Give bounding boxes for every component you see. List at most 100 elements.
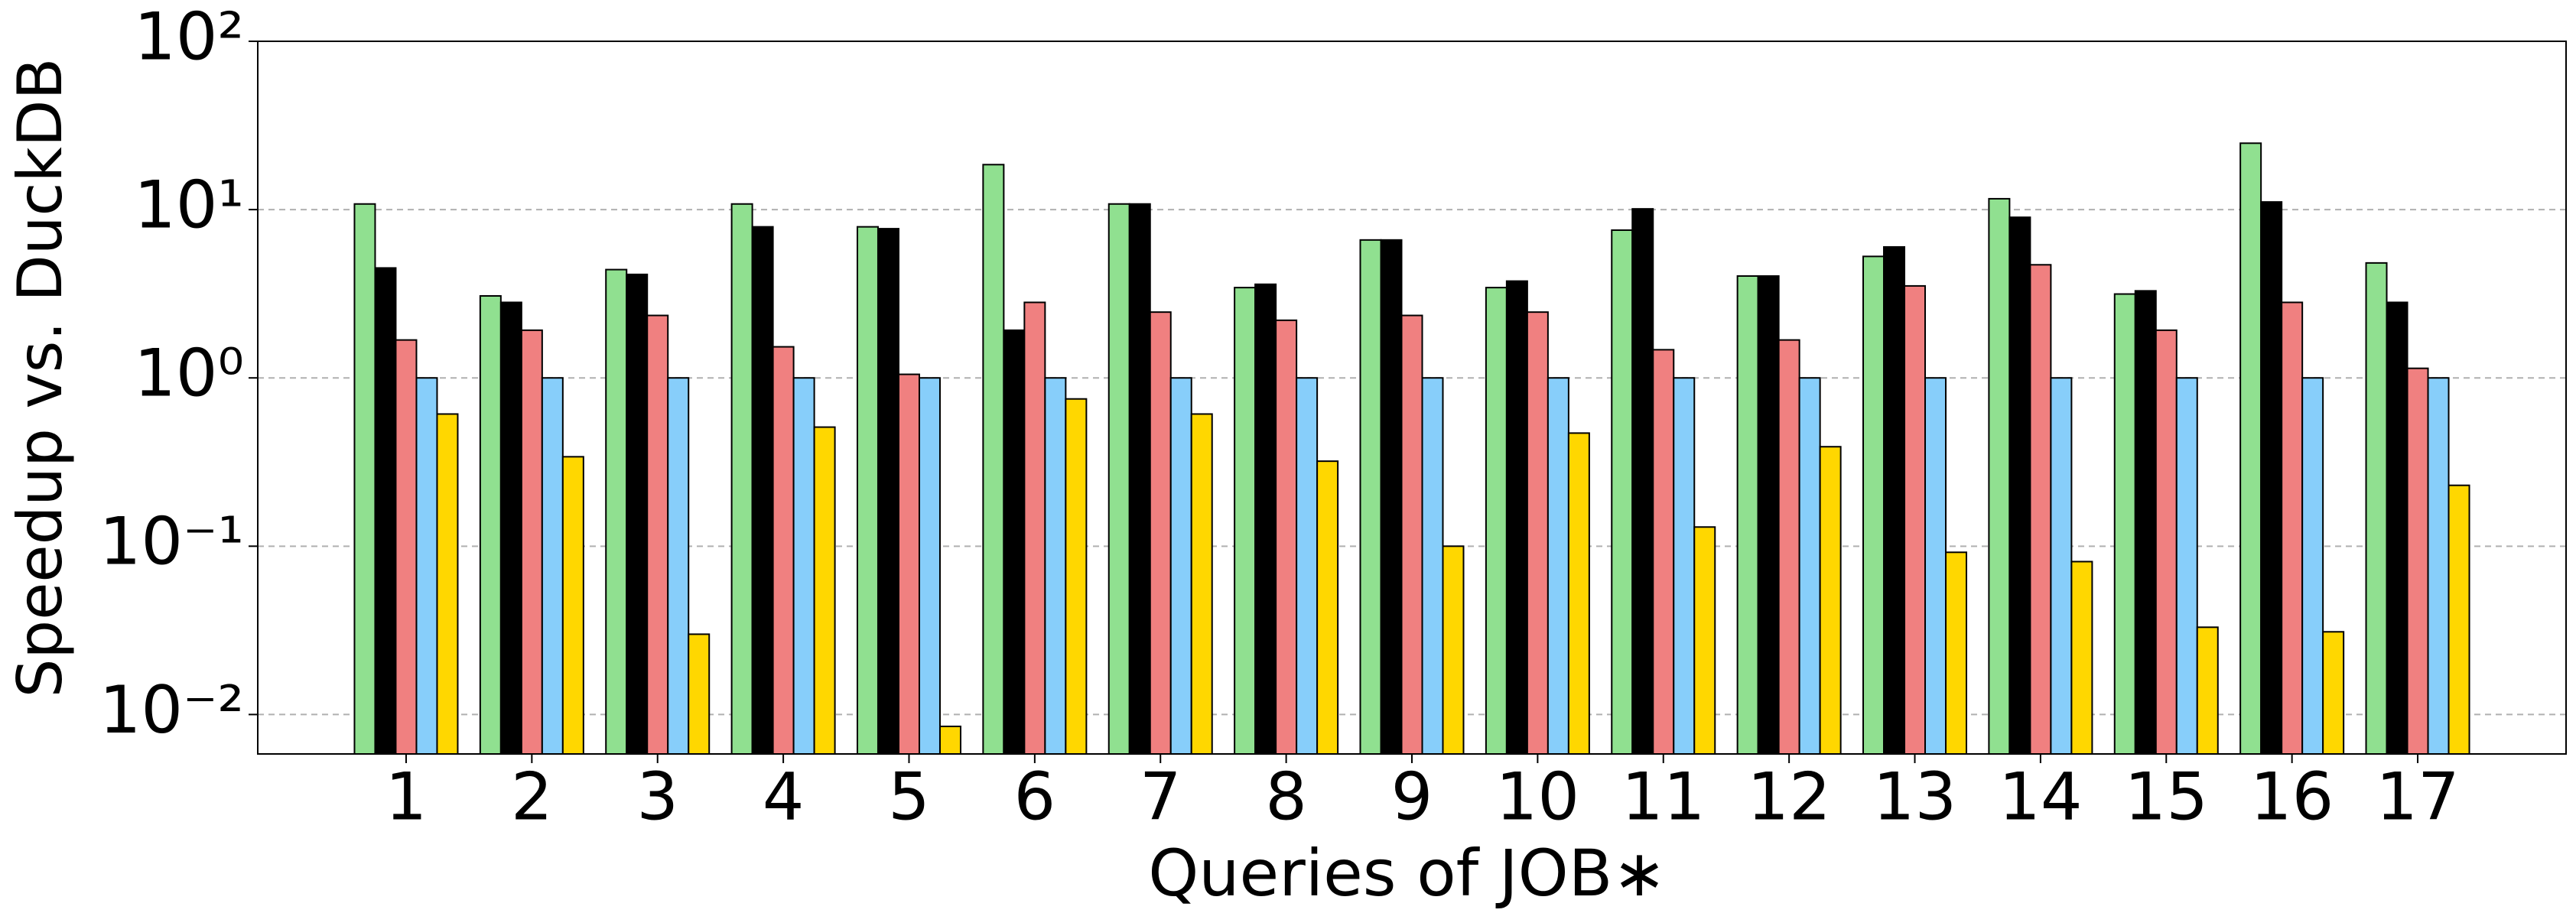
x-tick-label: 14 <box>1999 759 2082 835</box>
bar <box>1883 245 1906 755</box>
bar <box>730 203 753 755</box>
bar <box>2386 301 2408 755</box>
bar <box>1988 197 2011 755</box>
bar <box>1693 526 1716 755</box>
bar <box>938 725 961 755</box>
bar <box>1631 208 1654 755</box>
bar <box>1924 377 1947 755</box>
bar <box>856 226 879 755</box>
bar <box>813 426 836 755</box>
bar <box>1149 311 1172 755</box>
bar <box>1778 339 1800 755</box>
bar <box>2260 201 2283 755</box>
bar <box>1945 551 1968 755</box>
bar <box>2301 377 2324 755</box>
bar <box>1254 283 1277 755</box>
bar <box>751 226 774 755</box>
bar <box>2175 377 2198 755</box>
bar <box>1904 284 1927 755</box>
bar <box>395 339 418 755</box>
bar <box>2322 631 2345 755</box>
bar <box>1611 229 1634 755</box>
bar <box>1400 314 1423 755</box>
bar <box>520 329 543 755</box>
bar <box>1736 275 1759 755</box>
bar <box>2134 290 2157 755</box>
y-axis-label: Speedup vs. DuckDB <box>5 58 76 698</box>
bar <box>667 377 690 755</box>
x-tick-label: 10 <box>1496 759 1579 835</box>
bar <box>1316 460 1339 755</box>
bar <box>1798 377 1821 755</box>
bar <box>1505 280 1528 755</box>
bar <box>1275 319 1298 755</box>
bar <box>2155 329 2178 755</box>
bar <box>561 456 584 755</box>
bar <box>541 377 564 755</box>
bar <box>918 377 941 755</box>
bar <box>897 373 920 755</box>
bar <box>1526 311 1549 755</box>
x-tick-label: 16 <box>2250 759 2334 835</box>
bar <box>2427 377 2450 755</box>
bar <box>499 301 522 755</box>
y-tick-label: 10² <box>134 0 244 75</box>
bar <box>2448 484 2470 755</box>
x-tick-label: 13 <box>1873 759 1956 835</box>
bar <box>353 203 376 755</box>
bar <box>1442 545 1465 755</box>
bar <box>1023 301 1046 755</box>
bar <box>1567 432 1590 755</box>
x-tick-label: 9 <box>1391 759 1433 835</box>
bar <box>479 294 502 755</box>
bar <box>1296 377 1319 755</box>
bar <box>1547 377 1569 755</box>
bar <box>1003 329 1026 755</box>
bar <box>2196 626 2219 755</box>
bar <box>877 228 899 755</box>
y-tick-label: 10⁻² <box>99 672 244 749</box>
x-tick-label: 3 <box>636 759 678 835</box>
bar <box>2365 262 2388 755</box>
bar <box>1128 203 1151 755</box>
bar <box>1819 446 1842 755</box>
bar <box>646 314 669 755</box>
bar <box>1359 239 1382 755</box>
bar <box>2281 301 2304 755</box>
x-tick-label: 15 <box>2125 759 2208 835</box>
x-tick-label: 1 <box>385 759 428 835</box>
bar <box>1380 239 1403 755</box>
bar <box>2113 293 2136 755</box>
plot-frame <box>257 41 2567 755</box>
bar <box>1234 287 1257 755</box>
bar <box>2008 216 2031 755</box>
y-tick-label: 10¹ <box>134 167 244 244</box>
bar <box>1757 275 1780 755</box>
y-tick-label: 10⁻¹ <box>99 504 244 580</box>
bar <box>436 413 459 755</box>
bar <box>772 346 795 755</box>
bar <box>2029 264 2052 755</box>
bar <box>1044 377 1067 755</box>
bar <box>2406 367 2429 755</box>
x-axis-label: Queries of JOB∗ <box>1148 836 1667 911</box>
bar <box>626 273 649 755</box>
x-tick-label: 5 <box>888 759 930 835</box>
bar <box>1065 398 1088 755</box>
bar <box>1190 413 1213 755</box>
bar <box>2239 142 2262 755</box>
y-tick-label: 10⁰ <box>134 336 244 412</box>
bar <box>982 164 1005 755</box>
x-tick-label: 2 <box>511 759 553 835</box>
bar <box>1652 349 1675 755</box>
bar <box>1421 377 1444 755</box>
x-tick-label: 4 <box>763 759 805 835</box>
bar <box>1862 255 1885 755</box>
bar <box>374 267 397 755</box>
x-tick-label: 11 <box>1621 759 1705 835</box>
bar <box>605 268 628 755</box>
bar <box>792 377 815 755</box>
x-tick-label: 17 <box>2376 759 2459 835</box>
